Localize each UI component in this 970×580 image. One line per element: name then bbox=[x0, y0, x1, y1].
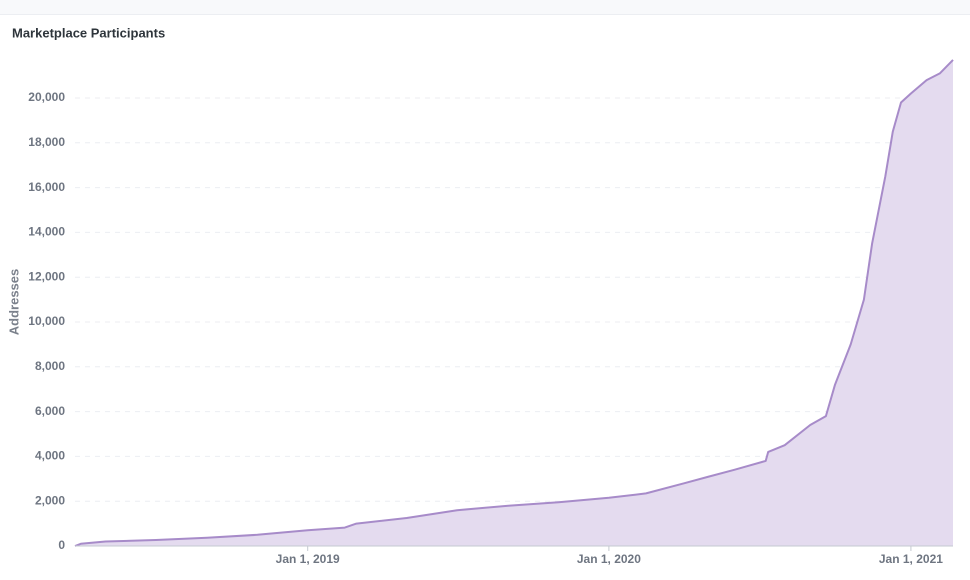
y-tick-label: 2,000 bbox=[35, 493, 65, 507]
y-tick-label: 12,000 bbox=[28, 269, 65, 283]
y-tick-label: 10,000 bbox=[28, 314, 65, 328]
x-tick-label: Jan 1, 2021 bbox=[879, 552, 943, 566]
y-axis-label: Addresses bbox=[6, 269, 21, 335]
x-tick-label: Jan 1, 2019 bbox=[276, 552, 340, 566]
y-tick-label: 16,000 bbox=[28, 180, 65, 194]
line bbox=[74, 59, 954, 547]
area bbox=[75, 59, 953, 547]
y-tick-label: 14,000 bbox=[28, 225, 65, 239]
y-tick-label: 18,000 bbox=[28, 135, 65, 149]
chart-title: Marketplace Participants bbox=[12, 25, 165, 40]
y-tick-label: 8,000 bbox=[35, 359, 65, 373]
x-tick-label: Jan 1, 2020 bbox=[577, 552, 641, 566]
y-tick-label: 0 bbox=[58, 538, 65, 552]
top-bar bbox=[0, 0, 970, 14]
y-tick-label: 6,000 bbox=[35, 404, 65, 418]
y-tick-label: 4,000 bbox=[35, 449, 65, 463]
y-tick-label: 20,000 bbox=[28, 90, 65, 104]
